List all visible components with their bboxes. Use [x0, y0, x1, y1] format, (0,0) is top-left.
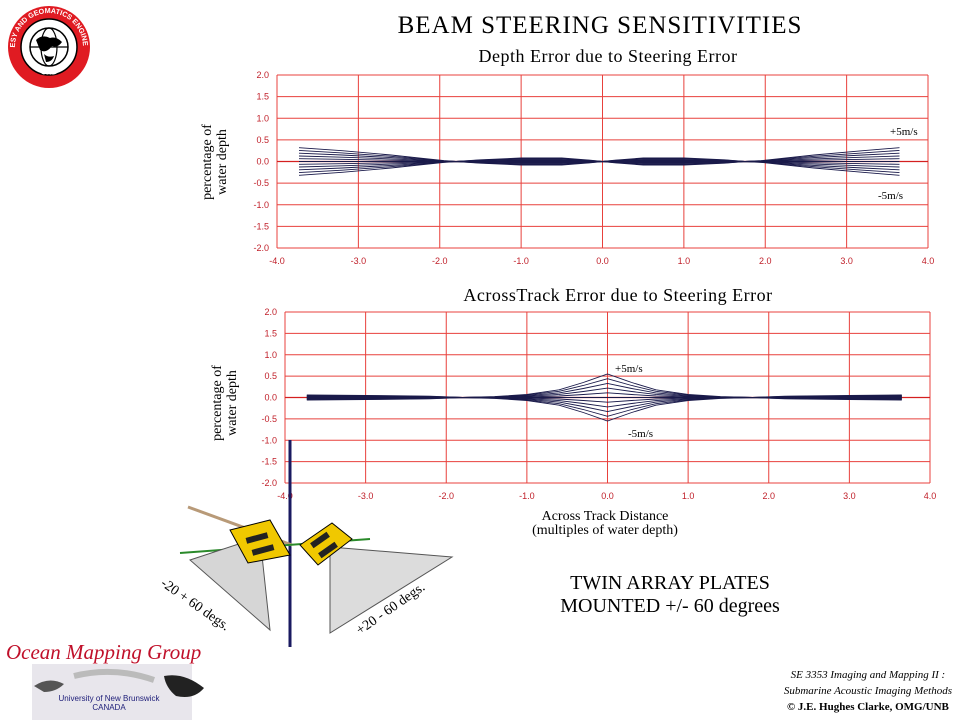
c1-ytick-label: 1.0 — [256, 113, 269, 123]
c2-xtick-label: -4.0 — [277, 491, 293, 501]
c1-series-line — [298, 147, 900, 162]
c1-ytick-label: -0.5 — [253, 178, 269, 188]
c1-series-label-minus: -5m/s — [878, 190, 903, 202]
twin-array-heading-line1: TWIN ARRAY PLATES — [570, 572, 770, 594]
chart2-xlabel-line1: Across Track Distance — [541, 509, 669, 524]
c1-xtick-label: 1.0 — [678, 256, 691, 266]
chart1-ylabel: percentage of water depth — [200, 112, 230, 212]
array-plate-right — [299, 522, 353, 566]
c1-xtick-label: -1.0 — [513, 256, 529, 266]
c2-xtick-label: 0.0 — [601, 491, 614, 501]
page-title: BEAM STEERING SENSITIVITIES — [397, 12, 803, 39]
c2-ytick-label: 1.5 — [264, 328, 277, 338]
chart1-ylabel-line1: percentage of — [200, 124, 215, 200]
footer-course-line2: Submarine Acoustic Imaging Methods — [783, 685, 952, 697]
beam-fan-right — [329, 546, 454, 634]
chart2-title: AcrossTrack Error due to Steering Error — [463, 285, 773, 305]
chart1-title: Depth Error due to Steering Error — [478, 46, 738, 66]
c1-series-label-plus: +5m/s — [890, 126, 918, 138]
c1-ytick-label: -2.0 — [253, 243, 269, 253]
c1-ytick-label: 1.5 — [256, 92, 269, 102]
omg-university-name: University of New Brunswick — [58, 694, 160, 703]
c2-xtick-label: 4.0 — [924, 491, 937, 501]
c1-ytick-label: 2.0 — [256, 70, 269, 80]
array-plate-left — [229, 519, 291, 564]
c2-series-line — [306, 373, 902, 398]
c2-series-line — [306, 397, 902, 403]
twin-array-heading: TWIN ARRAY PLATES MOUNTED +/- 60 degrees — [520, 572, 820, 618]
c2-series-label-minus: -5m/s — [628, 428, 653, 440]
c2-xtick-label: 3.0 — [843, 491, 856, 501]
unb-logo: GEODESY AND GEOMATICS ENGINEERING UNB — [6, 4, 90, 88]
c2-ytick-label: -0.5 — [261, 414, 277, 424]
c1-ytick-label: 0.0 — [256, 157, 269, 167]
depth-error-chart: -4.0 -3.0 -2.0 -1.0 0.0 1.0 2.0 3.0 4.0 2.0 1.5 1.0… — [253, 70, 935, 266]
footer-credits: SE 3353 Imaging and Mapping II : Submari… — [784, 667, 952, 715]
c2-xtick-label: -2.0 — [438, 491, 454, 501]
c1-ytick-label: -1.5 — [253, 221, 269, 231]
chart1-ylabel-line2: water depth — [215, 129, 230, 195]
footer-course-line1: SE 3353 Imaging and Mapping II : — [790, 669, 946, 681]
c2-ytick-label: -2.0 — [261, 478, 277, 488]
omg-country: CANADA — [92, 703, 126, 712]
c2-series-line — [306, 397, 902, 422]
twin-array-heading-line2: MOUNTED +/- 60 degrees — [560, 595, 780, 617]
c1-ytick-label: -1.0 — [253, 200, 269, 210]
chart2-xlabel-line2: (multiples of water depth) — [532, 523, 678, 538]
c1-xtick-label: -3.0 — [351, 256, 367, 266]
omg-title: Ocean Mapping Group — [6, 640, 202, 664]
c1-ytick-label: 0.5 — [256, 135, 269, 145]
c2-ytick-label: 0.5 — [264, 371, 277, 381]
svg-text:UNB: UNB — [40, 67, 58, 77]
c1-xtick-label: -2.0 — [432, 256, 448, 266]
twin-array-diagram: -20 + 60 degs. +20 - 60 degs. — [158, 440, 454, 647]
logo-text-bottom: UNB — [40, 67, 58, 77]
c2-ytick-label: -1.5 — [261, 457, 277, 467]
c2-ytick-label: 2.0 — [264, 307, 277, 317]
c1-xtick-label: 0.0 — [596, 256, 609, 266]
c2-ytick-label: 1.0 — [264, 350, 277, 360]
c2-xtick-label: 1.0 — [682, 491, 695, 501]
c1-xtick-label: 4.0 — [922, 256, 935, 266]
c2-ytick-label: -1.0 — [261, 435, 277, 445]
c2-ytick-label: 0.0 — [264, 393, 277, 403]
chart2-xlabel: Across Track Distance (multiples of wate… — [480, 510, 730, 538]
c2-series-label-plus: +5m/s — [615, 363, 643, 375]
c1-xtick-label: 2.0 — [759, 256, 772, 266]
c2-xtick-label: 2.0 — [762, 491, 775, 501]
footer-copyright: © J.E. Hughes Clarke, OMG/UNB — [786, 701, 949, 713]
c2-xtick-label: -1.0 — [519, 491, 535, 501]
c1-xtick-label: 3.0 — [840, 256, 853, 266]
omg-logo-graphic — [32, 664, 204, 720]
c1-xtick-label: -4.0 — [269, 256, 285, 266]
c2-xtick-label: -3.0 — [358, 491, 374, 501]
acrosstrack-error-chart: -4.0 -3.0 -2.0 -1.0 0.0 1.0 2.0 3.0 4.0 2.0 1.5 1.0… — [261, 307, 937, 501]
omg-university: University of New Brunswick CANADA — [34, 694, 184, 712]
